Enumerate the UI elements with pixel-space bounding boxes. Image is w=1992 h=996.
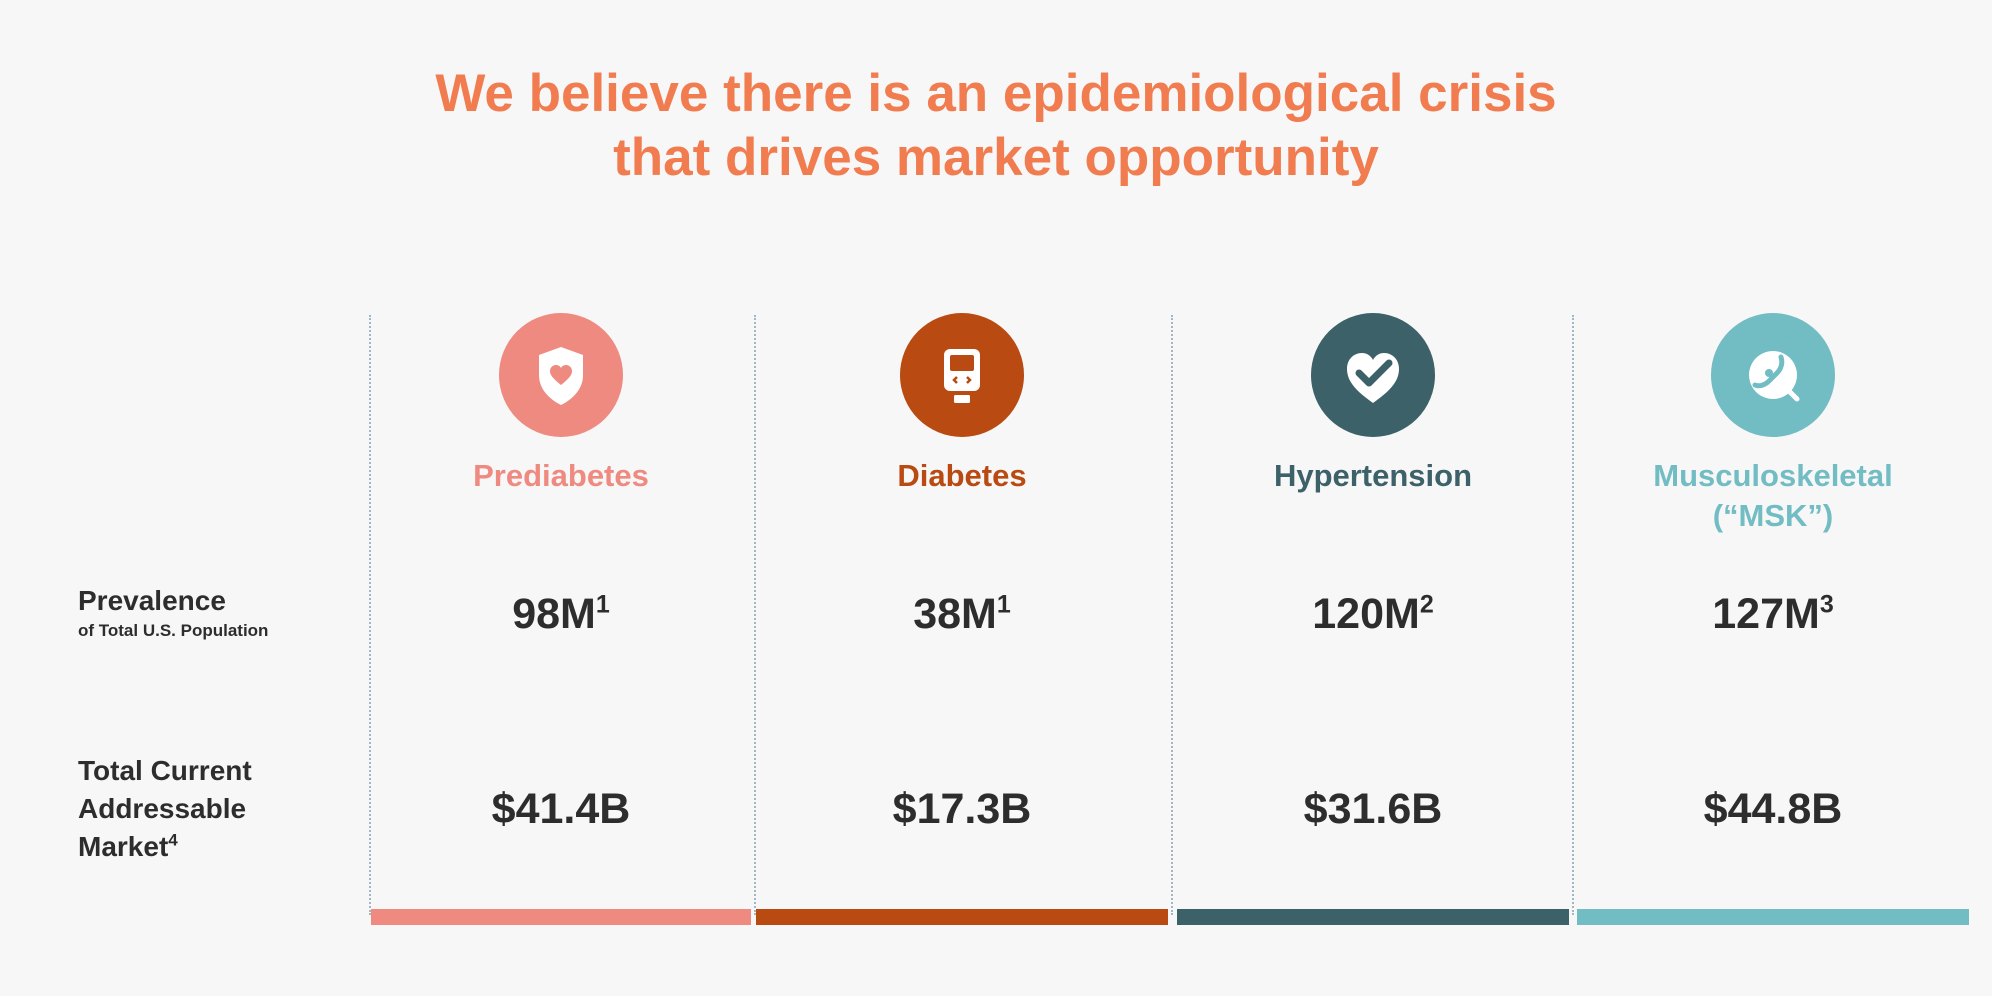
column-divider	[369, 315, 371, 915]
column-diabetes: Diabetes 38M1 $17.3B	[756, 0, 1168, 996]
prevalence-row-label: Prevalence of Total U.S. Population	[78, 582, 268, 642]
prevalence-value: 127M3	[1712, 590, 1834, 638]
column-prediabetes: Prediabetes 98M1 $41.4B	[371, 0, 751, 996]
prevalence-value: 38M1	[913, 590, 1011, 638]
prevalence-value: 98M1	[512, 590, 610, 638]
glucose-meter-icon	[900, 313, 1024, 437]
title-line-2: that drives market opportunity	[613, 128, 1379, 187]
column-color-bar	[1577, 909, 1969, 925]
tam-value: $31.6B	[1303, 785, 1443, 833]
tam-value: $17.3B	[892, 785, 1032, 833]
tam-row-label: Total Current Addressable Market4	[78, 752, 252, 866]
prevalence-sublabel: of Total U.S. Population	[78, 621, 269, 640]
column-name: Prediabetes	[473, 458, 649, 493]
page-title: We believe there is an epidemiological c…	[0, 62, 1992, 190]
tam-value: $44.8B	[1703, 785, 1843, 833]
column-color-bar	[756, 909, 1168, 925]
tam-footnote: 4	[168, 830, 178, 850]
column-name: Musculoskeletal (“MSK”)	[1653, 458, 1893, 533]
prevalence-value: 120M2	[1312, 590, 1434, 638]
tam-value: $41.4B	[491, 785, 631, 833]
column-divider	[754, 315, 756, 915]
column-name: Diabetes	[897, 458, 1027, 493]
column-color-bar	[371, 909, 751, 925]
bone-icon	[1711, 313, 1835, 437]
column-name: Hypertension	[1273, 458, 1473, 493]
column-divider	[1171, 315, 1173, 915]
tam-label-line-2: Addressable	[78, 793, 247, 824]
shield-heart-icon	[499, 313, 623, 437]
heart-check-icon	[1311, 313, 1435, 437]
column-musculoskeletal: Musculoskeletal (“MSK”) 127M3 $44.8B	[1577, 0, 1969, 996]
title-line-1: We believe there is an epidemiological c…	[435, 64, 1557, 123]
prevalence-label: Prevalence	[78, 585, 226, 616]
tam-label-line-3: Market4	[78, 830, 178, 862]
tam-label-line-1: Total Current	[78, 755, 252, 786]
column-divider	[1572, 315, 1574, 915]
column-color-bar	[1177, 909, 1569, 925]
column-hypertension: Hypertension 120M2 $31.6B	[1177, 0, 1569, 996]
